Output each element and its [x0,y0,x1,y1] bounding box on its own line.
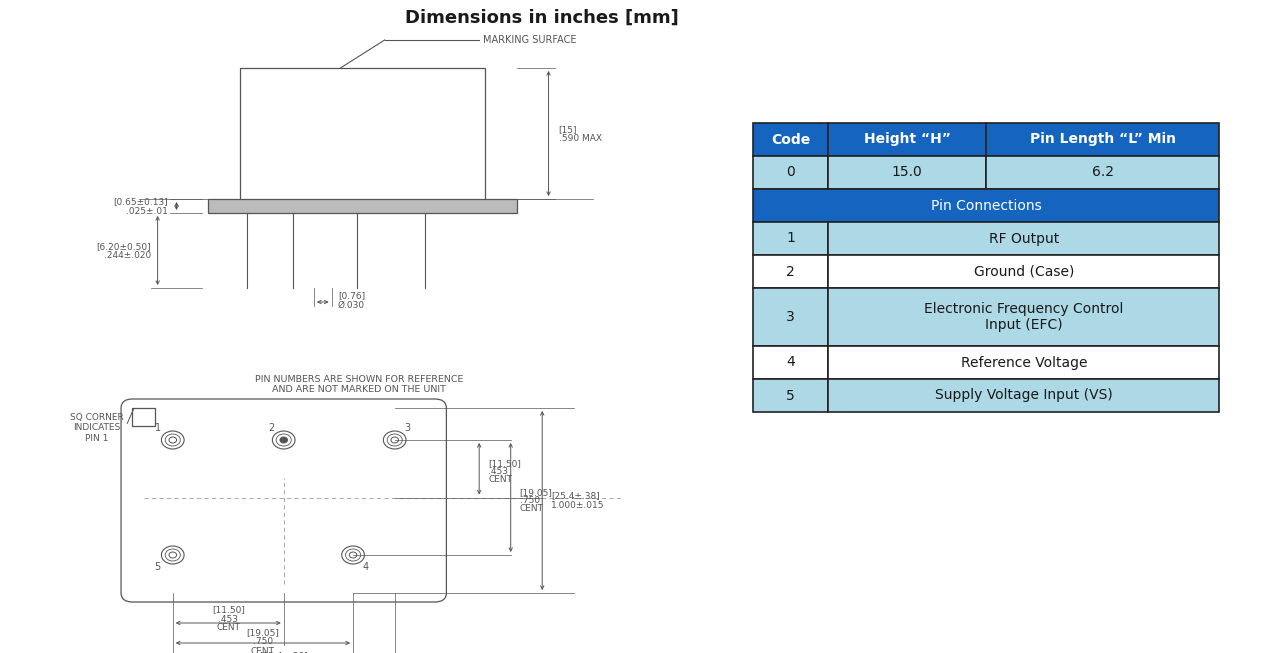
Text: .750: .750 [520,496,540,505]
Text: 1: 1 [786,232,796,246]
Text: 3: 3 [405,423,410,433]
FancyBboxPatch shape [121,399,446,602]
Text: [0.65±0.13]: [0.65±0.13] [113,197,168,206]
Bar [753,288,828,346]
Text: Supply Voltage Input (VS): Supply Voltage Input (VS) [936,389,1112,402]
Text: Dimensions in inches [mm]: Dimensions in inches [mm] [405,9,680,27]
Text: [0.76]: [0.76] [338,291,366,300]
Text: Ground (Case): Ground (Case) [973,264,1074,278]
Text: Ø.030: Ø.030 [338,300,366,310]
Bar [753,222,828,255]
Text: 2: 2 [787,264,794,278]
Text: Code: Code [770,133,811,146]
Text: Pin Connections: Pin Connections [931,199,1042,212]
Text: 2: 2 [269,423,274,433]
Text: 1: 1 [155,423,160,433]
Bar [986,123,1219,156]
Text: Height “H”: Height “H” [864,133,951,146]
Text: CENT: CENT [216,624,241,633]
Bar [753,156,828,189]
Bar [753,255,828,288]
Bar [828,156,986,189]
Text: .590 MAX: .590 MAX [559,134,601,143]
Bar [828,255,1219,288]
Text: CENT: CENT [520,504,543,513]
Text: 15.0: 15.0 [892,165,923,180]
Text: .025±.01: .025±.01 [126,206,168,215]
Bar [240,68,485,203]
Text: [11.50]: [11.50] [488,459,521,468]
Text: PIN NUMBERS ARE SHOWN FOR REFERENCE: PIN NUMBERS ARE SHOWN FOR REFERENCE [255,375,464,385]
Bar [828,222,1219,255]
Bar [986,156,1219,189]
Text: Reference Voltage: Reference Voltage [961,355,1087,370]
Text: MARKING SURFACE: MARKING SURFACE [483,35,576,45]
Text: 6.2: 6.2 [1092,165,1113,180]
Bar [132,408,155,426]
Text: RF Output: RF Output [989,232,1059,246]
Text: 4: 4 [363,562,368,572]
Text: Pin Length “L” Min: Pin Length “L” Min [1030,133,1175,146]
Text: 5: 5 [787,389,794,402]
Text: CENT: CENT [251,646,275,653]
Text: 3: 3 [787,310,794,324]
Text: [11.50]: [11.50] [212,605,245,614]
Circle shape [280,437,288,443]
Text: 1.000±.015: 1.000±.015 [551,501,604,510]
Text: SQ CORNER
INDICATES
PIN 1: SQ CORNER INDICATES PIN 1 [71,413,124,443]
Text: [19.05]: [19.05] [246,628,280,637]
Text: AND ARE NOT MARKED ON THE UNIT: AND ARE NOT MARKED ON THE UNIT [272,385,446,394]
Bar [828,288,1219,346]
Bar [208,199,517,213]
Text: [19.05]: [19.05] [520,488,552,497]
Text: .453: .453 [218,614,238,624]
Bar [753,123,828,156]
Text: 4: 4 [787,355,794,370]
Text: 0: 0 [787,165,794,180]
Bar [828,379,1219,412]
Text: [25.4±.38]: [25.4±.38] [260,652,308,653]
Bar [753,379,828,412]
Bar [828,346,1219,379]
Bar [753,346,828,379]
Text: [15]: [15] [559,125,578,134]
Text: .244±.020: .244±.020 [105,251,151,260]
Bar [753,189,1219,222]
Bar [828,123,986,156]
Text: [25.4±.38]: [25.4±.38] [551,491,600,500]
Text: .750: .750 [253,637,272,646]
Text: .453: .453 [488,468,508,476]
Text: CENT: CENT [488,475,512,485]
Text: Electronic Frequency Control
Input (EFC): Electronic Frequency Control Input (EFC) [924,302,1124,332]
Text: 5: 5 [155,562,160,572]
Text: [6.20±0.50]: [6.20±0.50] [97,242,151,251]
